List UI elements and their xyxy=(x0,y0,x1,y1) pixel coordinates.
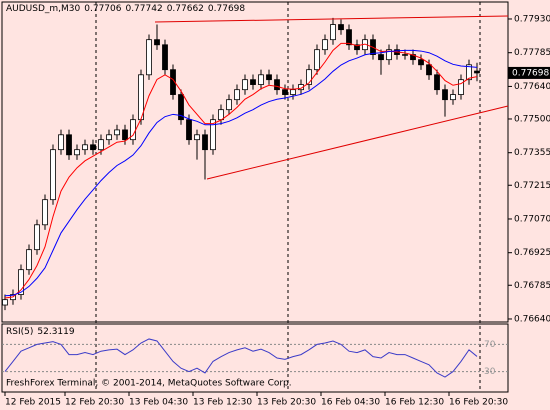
candle-body xyxy=(202,134,208,151)
candle-body xyxy=(186,119,192,141)
x-tick-label: 13 Feb 04:30 xyxy=(129,398,188,408)
last-high: 0.77742 xyxy=(125,4,162,14)
candle-body xyxy=(378,54,384,61)
candle-body xyxy=(266,74,272,81)
rsi-title: RSI(5) xyxy=(6,327,33,337)
candle-body xyxy=(98,139,104,151)
candle-body xyxy=(282,89,288,95)
last-open: 0.77706 xyxy=(84,4,121,14)
x-tick-label: 13 Feb 12:30 xyxy=(193,398,252,408)
candle-body xyxy=(154,39,160,46)
trend-line xyxy=(206,105,509,180)
candle-body xyxy=(170,69,176,95)
rsi-last: 52.3119 xyxy=(37,327,74,337)
trend-lines xyxy=(154,15,509,180)
y-tick-label: 0.77930 xyxy=(514,14,550,24)
y-tick-label: 0.76785 xyxy=(514,281,550,291)
candle-body xyxy=(434,74,440,91)
y-tick-label: 0.77640 xyxy=(514,82,550,92)
candle-body xyxy=(346,29,352,46)
x-tick-label: 16 Feb 12:30 xyxy=(385,398,444,408)
candle-body xyxy=(2,299,8,306)
axes: 0.77930 0.77785 0.77640 0.77500 0.77355 0.772… xyxy=(4,14,550,408)
candle-body xyxy=(218,109,224,121)
x-tick-label: 13 Feb 20:30 xyxy=(257,398,316,408)
candle-body xyxy=(330,24,336,41)
x-tick-label: 16 Feb 20:30 xyxy=(449,398,508,408)
candle-body xyxy=(90,144,96,151)
y-tick-label: 0.77355 xyxy=(514,148,550,158)
candle-body xyxy=(178,94,184,121)
last-low: 0.77662 xyxy=(167,4,204,14)
candle-body xyxy=(34,224,40,251)
candle-body xyxy=(210,119,216,151)
rsi-line xyxy=(4,338,478,378)
rsi-tick-label: 30 xyxy=(484,367,496,377)
y-tick-label: 0.77070 xyxy=(514,214,550,224)
trend-line xyxy=(154,15,509,23)
day-separators xyxy=(95,2,481,392)
candle-body xyxy=(42,199,48,226)
price-marker-label: 0.77698 xyxy=(512,68,549,78)
candle-body xyxy=(466,64,472,81)
y-tick-label: 0.76925 xyxy=(514,248,550,258)
candle-body xyxy=(66,134,72,156)
candle-body xyxy=(50,149,56,201)
candle-body xyxy=(106,134,112,141)
candle-body xyxy=(74,149,80,156)
y-tick-label: 0.77785 xyxy=(514,48,550,58)
candle-body xyxy=(194,134,200,141)
candle-body xyxy=(18,269,24,295)
chart-header: AUDUSD_m,M30 0.77706 0.77742 0.77662 0.77698 xyxy=(6,4,245,14)
copyright: FreshForex Terminal, © 2001-2014, MetaQu… xyxy=(6,379,292,389)
candle-body xyxy=(250,79,256,85)
candle-body xyxy=(226,99,232,111)
moving-average xyxy=(4,49,478,297)
moving-average xyxy=(4,42,478,299)
y-tick-label: 0.76640 xyxy=(514,314,550,324)
rsi-header: RSI(5) 52.3119 xyxy=(6,327,75,337)
candle-body xyxy=(442,89,448,101)
y-tick-label: 0.77500 xyxy=(514,114,550,124)
price-pane xyxy=(1,1,509,323)
last-close: 0.77698 xyxy=(208,4,245,14)
price-marks xyxy=(2,17,480,311)
candle-body xyxy=(474,70,480,74)
candle-body xyxy=(458,79,464,95)
candle-body xyxy=(290,89,296,95)
candle-body xyxy=(242,79,248,91)
candle-body xyxy=(58,134,64,151)
candle-body xyxy=(338,24,344,31)
candle-body xyxy=(386,49,392,61)
y-tick-label: 0.77215 xyxy=(514,181,550,191)
rsi-tick-label: 70 xyxy=(484,340,496,350)
candle-body xyxy=(450,94,456,101)
candle-body xyxy=(82,144,88,151)
price-marker xyxy=(508,66,550,79)
x-tick-label: 12 Feb 20:30 xyxy=(65,398,124,408)
rsi-marks xyxy=(2,338,508,378)
candle-body xyxy=(162,44,168,71)
x-tick-label: 16 Feb 04:30 xyxy=(321,398,380,408)
candle-body xyxy=(234,89,240,101)
candle-body xyxy=(114,129,120,136)
rsi-pane xyxy=(1,323,509,393)
candle-body xyxy=(426,64,432,76)
candle-body xyxy=(418,59,424,66)
candle-body xyxy=(274,79,280,91)
candle-body xyxy=(314,49,320,71)
candle-body xyxy=(354,44,360,51)
x-tick-label: 12 Feb 2015 xyxy=(5,398,61,408)
candle-body xyxy=(26,249,32,271)
candle-body xyxy=(306,69,312,85)
symbol-title: AUDUSD_m,M30 xyxy=(6,4,81,14)
candle-body xyxy=(402,54,408,56)
candle-body xyxy=(258,74,264,85)
candle-body xyxy=(146,39,152,76)
candle-body xyxy=(322,39,328,51)
candle-body xyxy=(122,129,128,141)
